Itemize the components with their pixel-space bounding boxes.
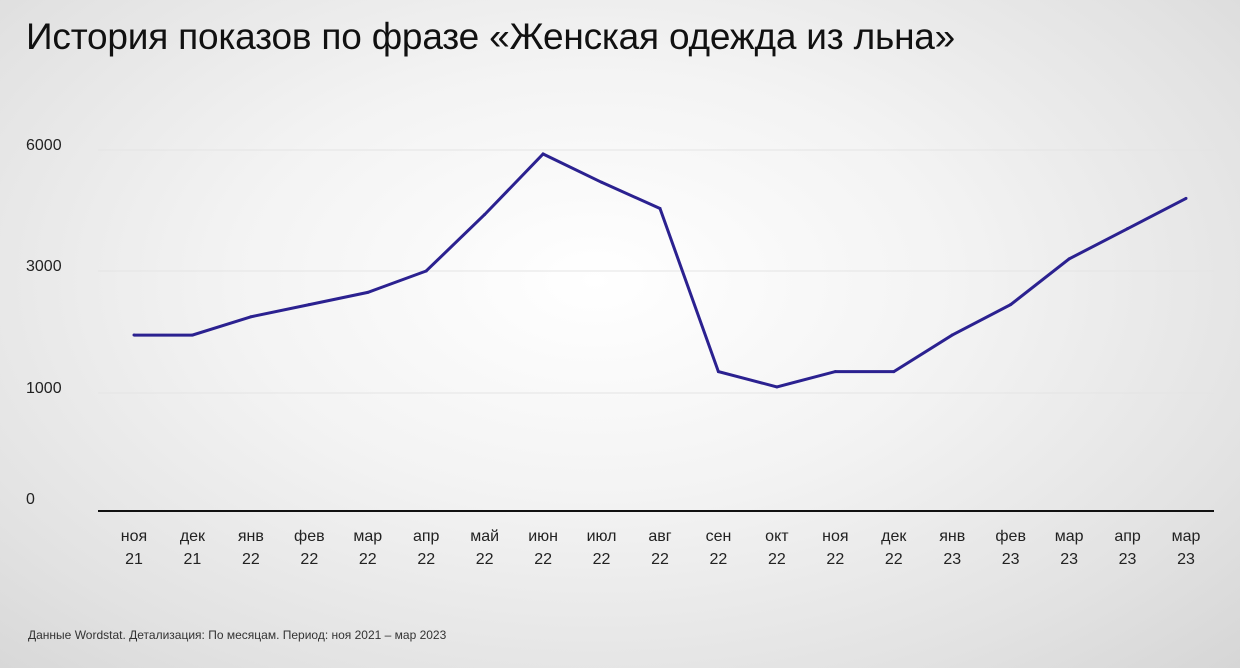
data-point xyxy=(132,333,136,337)
x-tick-label: фев 22 xyxy=(294,528,325,568)
data-point xyxy=(190,333,194,337)
x-tick-label: фев 23 xyxy=(995,528,1026,568)
x-tick-label: апр 22 xyxy=(413,528,440,568)
x-tick-label: ноя 21 xyxy=(121,528,147,568)
x-tick-label: сен 22 xyxy=(706,528,732,568)
x-tick-label: окт 22 xyxy=(765,528,789,568)
data-point xyxy=(1067,257,1071,261)
data-point xyxy=(775,385,779,389)
y-tick-label: 6000 xyxy=(26,137,62,154)
data-point xyxy=(366,290,370,294)
data-point xyxy=(892,370,896,374)
footer-note: Данные Wordstat. Детализация: По месяцам… xyxy=(28,628,447,642)
x-tick-label: мар 23 xyxy=(1172,528,1201,568)
x-tick-label: авг 22 xyxy=(648,528,671,568)
data-point xyxy=(658,206,662,210)
x-tick-label: мар 22 xyxy=(353,528,382,568)
data-point xyxy=(716,370,720,374)
x-tick-label: дек 21 xyxy=(180,528,206,568)
x-tick-label: май 22 xyxy=(470,528,499,568)
data-point xyxy=(249,315,253,319)
data-point xyxy=(950,333,954,337)
y-tick-label: 0 xyxy=(26,491,35,508)
y-tick-label: 3000 xyxy=(26,258,62,275)
x-tick-label: мар 23 xyxy=(1055,528,1084,568)
y-tick-label: 1000 xyxy=(26,380,62,397)
data-point xyxy=(1126,227,1130,231)
data-point xyxy=(541,152,545,156)
x-axis-ticks: ноя 21 дек 21 янв 22 фев 22 мар 22 апр 22 май 22 июн 22… xyxy=(121,528,1201,568)
grid-lines xyxy=(98,149,1214,394)
series-layer xyxy=(132,152,1188,389)
y-axis-ticks: 0 1000 3000 6000 xyxy=(26,137,62,508)
x-tick-label: ноя 22 xyxy=(822,528,848,568)
data-point xyxy=(600,180,604,184)
series-line xyxy=(134,152,1187,389)
data-point xyxy=(424,269,428,273)
chart-title: История показов по фразе «Женская одежда… xyxy=(26,16,956,57)
data-point xyxy=(307,303,311,307)
x-tick-label: янв 22 xyxy=(238,528,264,568)
x-tick-label: апр 23 xyxy=(1114,528,1141,568)
x-tick-label: дек 22 xyxy=(881,528,907,568)
data-point xyxy=(1009,303,1013,307)
x-tick-label: июн 22 xyxy=(528,528,558,568)
data-point xyxy=(483,213,487,217)
x-tick-label: июл 22 xyxy=(587,528,617,568)
x-tick-label: янв 23 xyxy=(939,528,965,568)
data-point xyxy=(1184,196,1188,200)
data-point xyxy=(833,370,837,374)
